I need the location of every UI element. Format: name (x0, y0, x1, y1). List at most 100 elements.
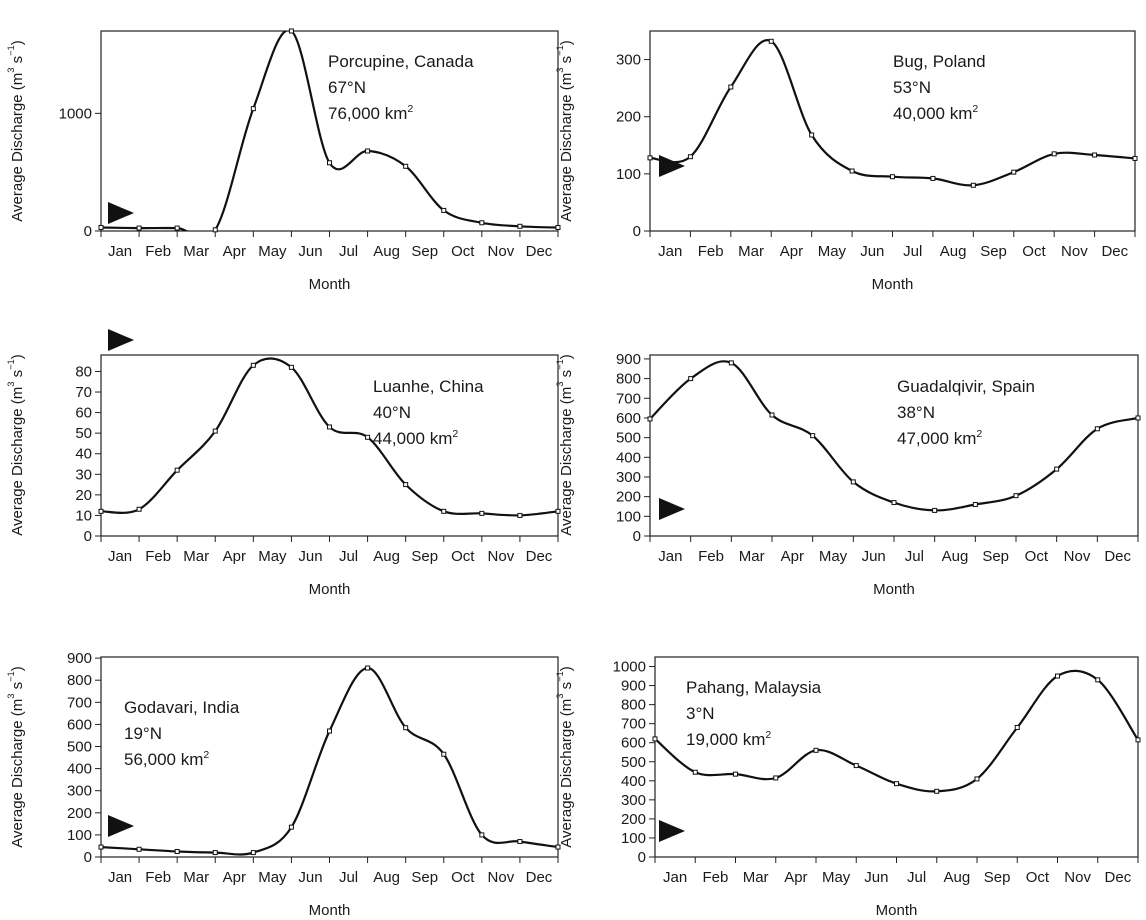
data-point (327, 728, 332, 734)
data-point (517, 223, 523, 229)
x-tick-label: Jul (903, 243, 922, 260)
data-point (441, 207, 447, 213)
river-latitude: 19°N (124, 724, 162, 743)
data-point (728, 84, 734, 90)
data-point (688, 376, 694, 382)
x-tick-label: Dec (526, 548, 553, 565)
x-tick-label: Apr (223, 243, 246, 260)
x-tick-label: Nov (1064, 869, 1091, 886)
data-point (555, 508, 561, 514)
y-tick-label: 400 (67, 761, 92, 778)
y-tick-label: 700 (616, 390, 641, 407)
river-basin-area: 19,000 km2 (686, 729, 771, 749)
discharge-line (101, 357, 558, 517)
river-name: Porcupine, Canada (328, 52, 474, 71)
data-point (327, 160, 332, 166)
y-tick-label: 800 (616, 371, 641, 388)
x-tick-label: Sep (411, 243, 438, 260)
chart-panel-5: 0 100 200 300 400 500 600 700 800 900 Jan Feb Mar Apr… (6, 650, 561, 919)
data-point (517, 512, 523, 518)
x-tick-label: Jun (298, 869, 322, 886)
x-tick-label: Oct (1022, 243, 1046, 260)
data-point (212, 227, 218, 233)
data-point (136, 506, 142, 512)
y-axis-title: Average Discharge (m3 s−1) (555, 354, 575, 535)
x-tick-label: Oct (451, 243, 475, 260)
data-point (934, 788, 940, 794)
river-latitude: 67°N (328, 78, 366, 97)
y-tick-label: 0 (638, 849, 646, 866)
data-point (1135, 737, 1141, 743)
x-tick-label: Jan (663, 869, 687, 886)
x-tick-label: Sep (411, 869, 438, 886)
x-tick-label: Jun (298, 243, 322, 260)
data-point (403, 725, 409, 731)
x-tick-label: Aug (942, 548, 969, 565)
x-tick-label: Apr (780, 243, 803, 260)
y-tick-label: 1000 (613, 659, 646, 676)
y-tick-label: 0 (633, 223, 641, 240)
data-point (250, 850, 256, 856)
y-tick-label: 30 (75, 466, 92, 483)
river-basin-area: 44,000 km2 (373, 428, 458, 448)
x-axis-title: Month (872, 276, 914, 293)
x-tick-label: Dec (526, 869, 553, 886)
data-point (891, 500, 897, 506)
y-tick-label: 60 (75, 405, 92, 422)
x-tick-label: Jan (108, 548, 132, 565)
data-point (813, 747, 819, 753)
x-tick-label: Jun (862, 548, 886, 565)
x-tick-label: Mar (183, 869, 209, 886)
arrow-marker-icon (108, 202, 134, 224)
x-tick-label: May (819, 548, 848, 565)
y-tick-label: 100 (621, 830, 646, 847)
x-tick-label: Sep (411, 548, 438, 565)
arrow-marker-icon (659, 155, 685, 177)
x-tick-label: Aug (940, 243, 967, 260)
y-tick-label: 1000 (59, 105, 92, 122)
x-tick-label: Nov (1061, 243, 1088, 260)
data-point (288, 28, 294, 34)
x-tick-label: May (258, 243, 287, 260)
x-tick-label: Nov (488, 243, 515, 260)
data-point (250, 106, 256, 112)
x-tick-label: Nov (1064, 548, 1091, 565)
y-tick-label: 300 (67, 783, 92, 800)
x-axis-title: Month (309, 581, 351, 598)
data-point (1132, 155, 1138, 161)
x-tick-label: May (822, 869, 851, 886)
x-tick-label: Oct (451, 548, 475, 565)
river-name: Godavari, India (124, 698, 240, 717)
data-point (809, 132, 815, 138)
y-tick-label: 300 (616, 52, 641, 69)
data-point (98, 508, 104, 514)
y-axis-title: Average Discharge (m3 s−1) (555, 666, 575, 847)
x-tick-label: Dec (1104, 548, 1131, 565)
y-tick-label: 200 (621, 811, 646, 828)
data-point (970, 182, 976, 188)
x-tick-label: Mar (183, 548, 209, 565)
river-latitude: 3°N (686, 704, 715, 723)
chart-panel-6: 0 100 200 300 400 500 600 700 800 900 1000 Jan Feb Ma… (555, 656, 1141, 919)
chart-panel-4: 0 100 200 300 400 500 600 700 800 900 Jan Feb Mar Apr… (555, 351, 1141, 598)
data-point (1051, 151, 1057, 157)
river-name: Guadalqivir, Spain (897, 377, 1035, 396)
y-tick-label: 800 (621, 697, 646, 714)
river-name: Bug, Poland (893, 52, 986, 71)
x-tick-label: Jan (658, 243, 682, 260)
x-tick-label: Feb (698, 548, 724, 565)
data-point (98, 844, 104, 850)
data-point (687, 154, 693, 160)
x-tick-label: Jun (864, 869, 888, 886)
river-basin-area: 76,000 km2 (328, 103, 413, 123)
x-tick-label: Jul (339, 548, 358, 565)
y-tick-label: 500 (621, 754, 646, 771)
y-tick-label: 400 (621, 773, 646, 790)
data-point (974, 776, 980, 782)
data-point (403, 482, 409, 488)
data-point (1055, 673, 1060, 679)
y-tick-label: 600 (616, 410, 641, 427)
data-point (1014, 724, 1020, 730)
y-tick-label: 20 (75, 487, 92, 504)
